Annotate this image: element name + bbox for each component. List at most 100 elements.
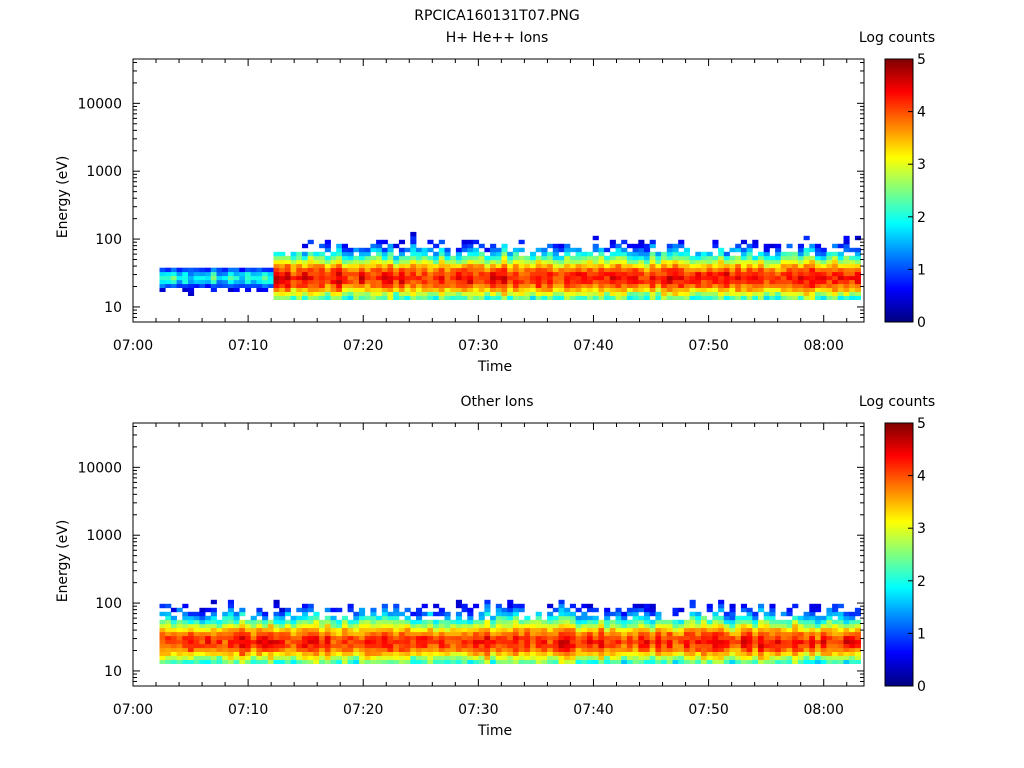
spectrogram-cell [455,659,462,664]
spectrogram-cell [324,247,331,253]
spectrogram-cell [381,267,388,273]
spectrogram-cell [250,647,257,652]
colorbar-segment [885,227,913,231]
spectrogram-cell [718,619,725,625]
spectrogram-cell [461,279,468,285]
spectrogram-cell [592,235,599,241]
spectrogram-cell [558,599,565,605]
spectrogram-cell [324,239,331,245]
spectrogram-cell [558,635,565,641]
colorbar-segment [885,548,913,551]
colorbar-segment [885,188,913,191]
spectrogram-cell [615,651,622,656]
spectrogram-cell [518,631,525,637]
spectrogram-cell [706,291,713,296]
spectrogram-cell [222,619,229,625]
x-tick-labels: 07:00 07:10 07:20 07:30 07:40 07:50 08:00 [113,338,844,354]
spectrogram-cell [786,251,793,257]
spectrogram-cell [524,623,531,629]
spectrogram-cell [387,611,394,617]
spectrogram-cell [507,291,514,296]
spectrogram-cell [604,655,611,660]
spectrogram-cell [541,623,548,629]
spectrogram-cell [735,647,742,652]
spectrogram-cell [735,615,742,621]
spectrogram-cell [718,651,725,656]
spectrogram-cell [313,291,320,296]
spectrogram-cell [341,247,348,253]
spectrogram-cell [398,295,405,300]
spectrogram-cell [826,651,833,656]
spectrogram-cell [188,651,195,656]
spectrogram-cell [832,655,839,660]
spectrogram-cell [387,251,394,257]
spectrogram-cell [541,275,548,281]
spectrogram-cell [564,607,571,613]
spectrogram-cell [364,279,371,285]
spectrogram-cell [421,635,428,641]
spectrogram-cell [347,259,354,265]
spectrogram-cell [644,287,651,292]
x-tick-label: 07:00 [113,338,153,354]
spectrogram-cell [421,255,428,261]
spectrogram-cell [701,255,708,261]
colorbar-segment [885,437,913,440]
spectrogram-cell [649,287,656,292]
colorbar-segment [885,560,913,564]
spectrogram-cell [615,263,622,269]
colorbar-segment [885,69,913,72]
spectrogram-cell [507,279,514,285]
spectrogram-cell [239,275,246,281]
spectrogram-cell [541,631,548,637]
spectrogram-cell [535,291,542,296]
spectrogram-cell [495,275,502,281]
spectrogram-cell [587,287,594,292]
spectrogram-cell [421,283,428,288]
spectrogram-cell [370,611,377,617]
spectrogram-cell [495,627,502,633]
spectrogram-cell [661,283,668,288]
spectrogram-cell [792,615,799,621]
colorbar-segment [885,132,913,136]
spectrogram-cell [165,623,172,629]
spectrogram-cell [803,287,810,292]
spectrogram-cell [792,267,799,273]
spectrogram-cell [473,279,480,285]
spectrogram-cell [718,271,725,277]
spectrogram-cell [735,291,742,296]
spectrogram-cell [609,295,616,300]
spectrogram-cell [421,295,428,300]
spectrogram-cell [262,619,269,625]
spectrogram-cell [421,619,428,625]
spectrogram-cell [775,279,782,285]
spectrogram-cell [250,651,257,656]
spectrogram-cell [598,263,605,269]
spectrogram-cell [621,615,628,621]
spectrogram-cell [336,295,343,300]
spectrogram-cell [530,263,537,269]
colorbar-segment [885,124,913,128]
spectrogram-cell [330,251,337,257]
spectrogram-cell [188,619,195,625]
spectrogram-cell [199,635,206,641]
spectrogram-cell [632,615,639,621]
spectrogram-cell [387,271,394,277]
spectrogram-cell [284,627,291,633]
spectrogram-cell [222,655,229,660]
spectrogram-cell [404,271,411,277]
spectrogram-cell [854,623,861,629]
spectrogram-cell [273,271,280,277]
spectrogram-cell [649,639,656,645]
spectrogram-cell [598,631,605,637]
spectrogram-cell [815,275,822,281]
spectrogram-cell [666,655,673,660]
spectrogram-cell [296,607,303,613]
spectrogram-cell [222,271,229,277]
spectrogram-cell [512,643,519,649]
spectrogram-cell [826,647,833,652]
spectrogram-cell [393,627,400,633]
colorbar-segment [885,677,913,681]
spectrogram-cell [609,251,616,257]
spectrogram-cell [849,279,856,285]
spectrogram-cell [820,283,827,288]
